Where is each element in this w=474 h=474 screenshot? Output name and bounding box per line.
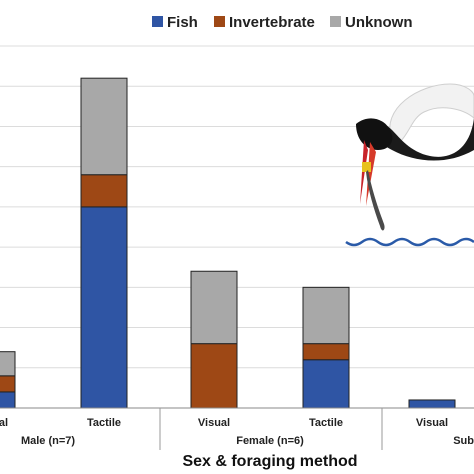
- bar-segment-invertebrate: [0, 375, 16, 393]
- water-line: [345, 237, 474, 247]
- bar-segment-invertebrate: [80, 174, 128, 208]
- legend-swatch-unknown: [330, 16, 341, 27]
- bar-segment-unknown: [302, 286, 350, 345]
- group-label: Female (n=6): [236, 435, 304, 447]
- legend-label: Fish: [167, 14, 198, 31]
- legend: Fish Invertebrate Unknown: [152, 14, 413, 31]
- bar-segment-unknown: [190, 270, 238, 345]
- bar-segment-invertebrate: [302, 343, 350, 361]
- x-tick-label: Visual: [416, 417, 448, 429]
- legend-label: Unknown: [345, 14, 413, 31]
- bar-segment-fish: [302, 359, 350, 409]
- bar-segment-unknown: [80, 77, 128, 176]
- bars: [0, 77, 456, 409]
- x-tick-label: Visual: [0, 417, 8, 429]
- legend-label: Invertebrate: [229, 14, 315, 31]
- stork-icon: [356, 83, 474, 231]
- group-labels: Male (n=7) Female (n=6) Sub: [21, 408, 474, 450]
- x-axis-label: Sex & foraging method: [182, 453, 357, 470]
- x-tick-label: Visual: [198, 417, 230, 429]
- gridlines: [0, 45, 474, 369]
- bar-segment-fish: [80, 206, 128, 409]
- x-tick-labels: Visual Tactile Visual Tactile Visual: [0, 417, 448, 429]
- bar-segment-unknown: [0, 351, 16, 377]
- bar-segment-fish: [408, 399, 456, 409]
- legend-swatch-fish: [152, 16, 163, 27]
- group-label: Male (n=7): [21, 435, 75, 447]
- legend-swatch-invertebrate: [214, 16, 225, 27]
- bar-segment-fish: [0, 391, 16, 409]
- x-tick-label: Tactile: [309, 417, 343, 429]
- group-label: Sub: [453, 435, 474, 447]
- bar-segment-invertebrate: [190, 343, 238, 409]
- x-tick-label: Tactile: [87, 417, 121, 429]
